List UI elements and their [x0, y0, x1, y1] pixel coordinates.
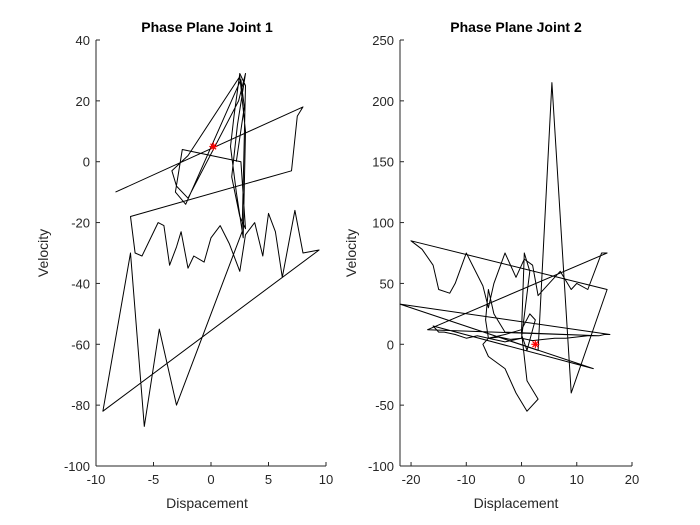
x-tick-label: -5	[148, 472, 160, 487]
start-point-marker	[531, 340, 540, 349]
y-tick-label: -100	[64, 459, 90, 474]
y-tick-label: 200	[372, 94, 394, 109]
y-tick-label: 50	[380, 276, 394, 291]
x-tick-label: 5	[265, 472, 272, 487]
x-tick-label: -10	[457, 472, 476, 487]
chart-title-joint-1: Phase Plane Joint 1	[141, 19, 273, 35]
start-point-marker	[209, 142, 218, 151]
y-tick-label: 250	[372, 33, 394, 48]
y-tick-label: -20	[71, 216, 90, 231]
x-tick-label: 10	[570, 472, 584, 487]
y-tick-label: 0	[387, 337, 394, 352]
y-tick-label: 20	[76, 94, 90, 109]
chart-title-joint-2: Phase Plane Joint 2	[450, 19, 582, 35]
x-tick-label: -20	[402, 472, 421, 487]
y-tick-label: -100	[368, 459, 394, 474]
y-tick-label: -80	[71, 398, 90, 413]
x-tick-label: 0	[518, 472, 525, 487]
y-tick-label: 150	[372, 155, 394, 170]
y-tick-label: -50	[375, 398, 394, 413]
x-tick-label: 10	[319, 472, 333, 487]
y-tick-label: -40	[71, 276, 90, 291]
plot-area-joint-1: -10 -5 0 5 10 -100 -80 -60 -40 -20 0 20 40	[64, 33, 333, 487]
x-tick-label: -10	[87, 472, 106, 487]
trajectory-line	[399, 82, 611, 412]
y-axis-label-joint-2: Velocity	[343, 229, 359, 277]
y-tick-label: 0	[83, 155, 90, 170]
y-tick-label: 40	[76, 33, 90, 48]
chart-joint-1: -10 -5 0 5 10 -100 -80 -60 -40 -20 0 20 40 Phase Pla…	[35, 19, 333, 511]
y-axis-label-joint-1: Velocity	[35, 229, 51, 277]
x-tick-label: 0	[207, 472, 214, 487]
trajectory-line	[102, 73, 320, 427]
x-axis-label-joint-2: Displacement	[474, 495, 559, 511]
x-axis-label-joint-1: Dispacement	[166, 495, 248, 511]
y-tick-label: -60	[71, 337, 90, 352]
x-tick-label: 20	[625, 472, 639, 487]
y-tick-label: 100	[372, 216, 394, 231]
